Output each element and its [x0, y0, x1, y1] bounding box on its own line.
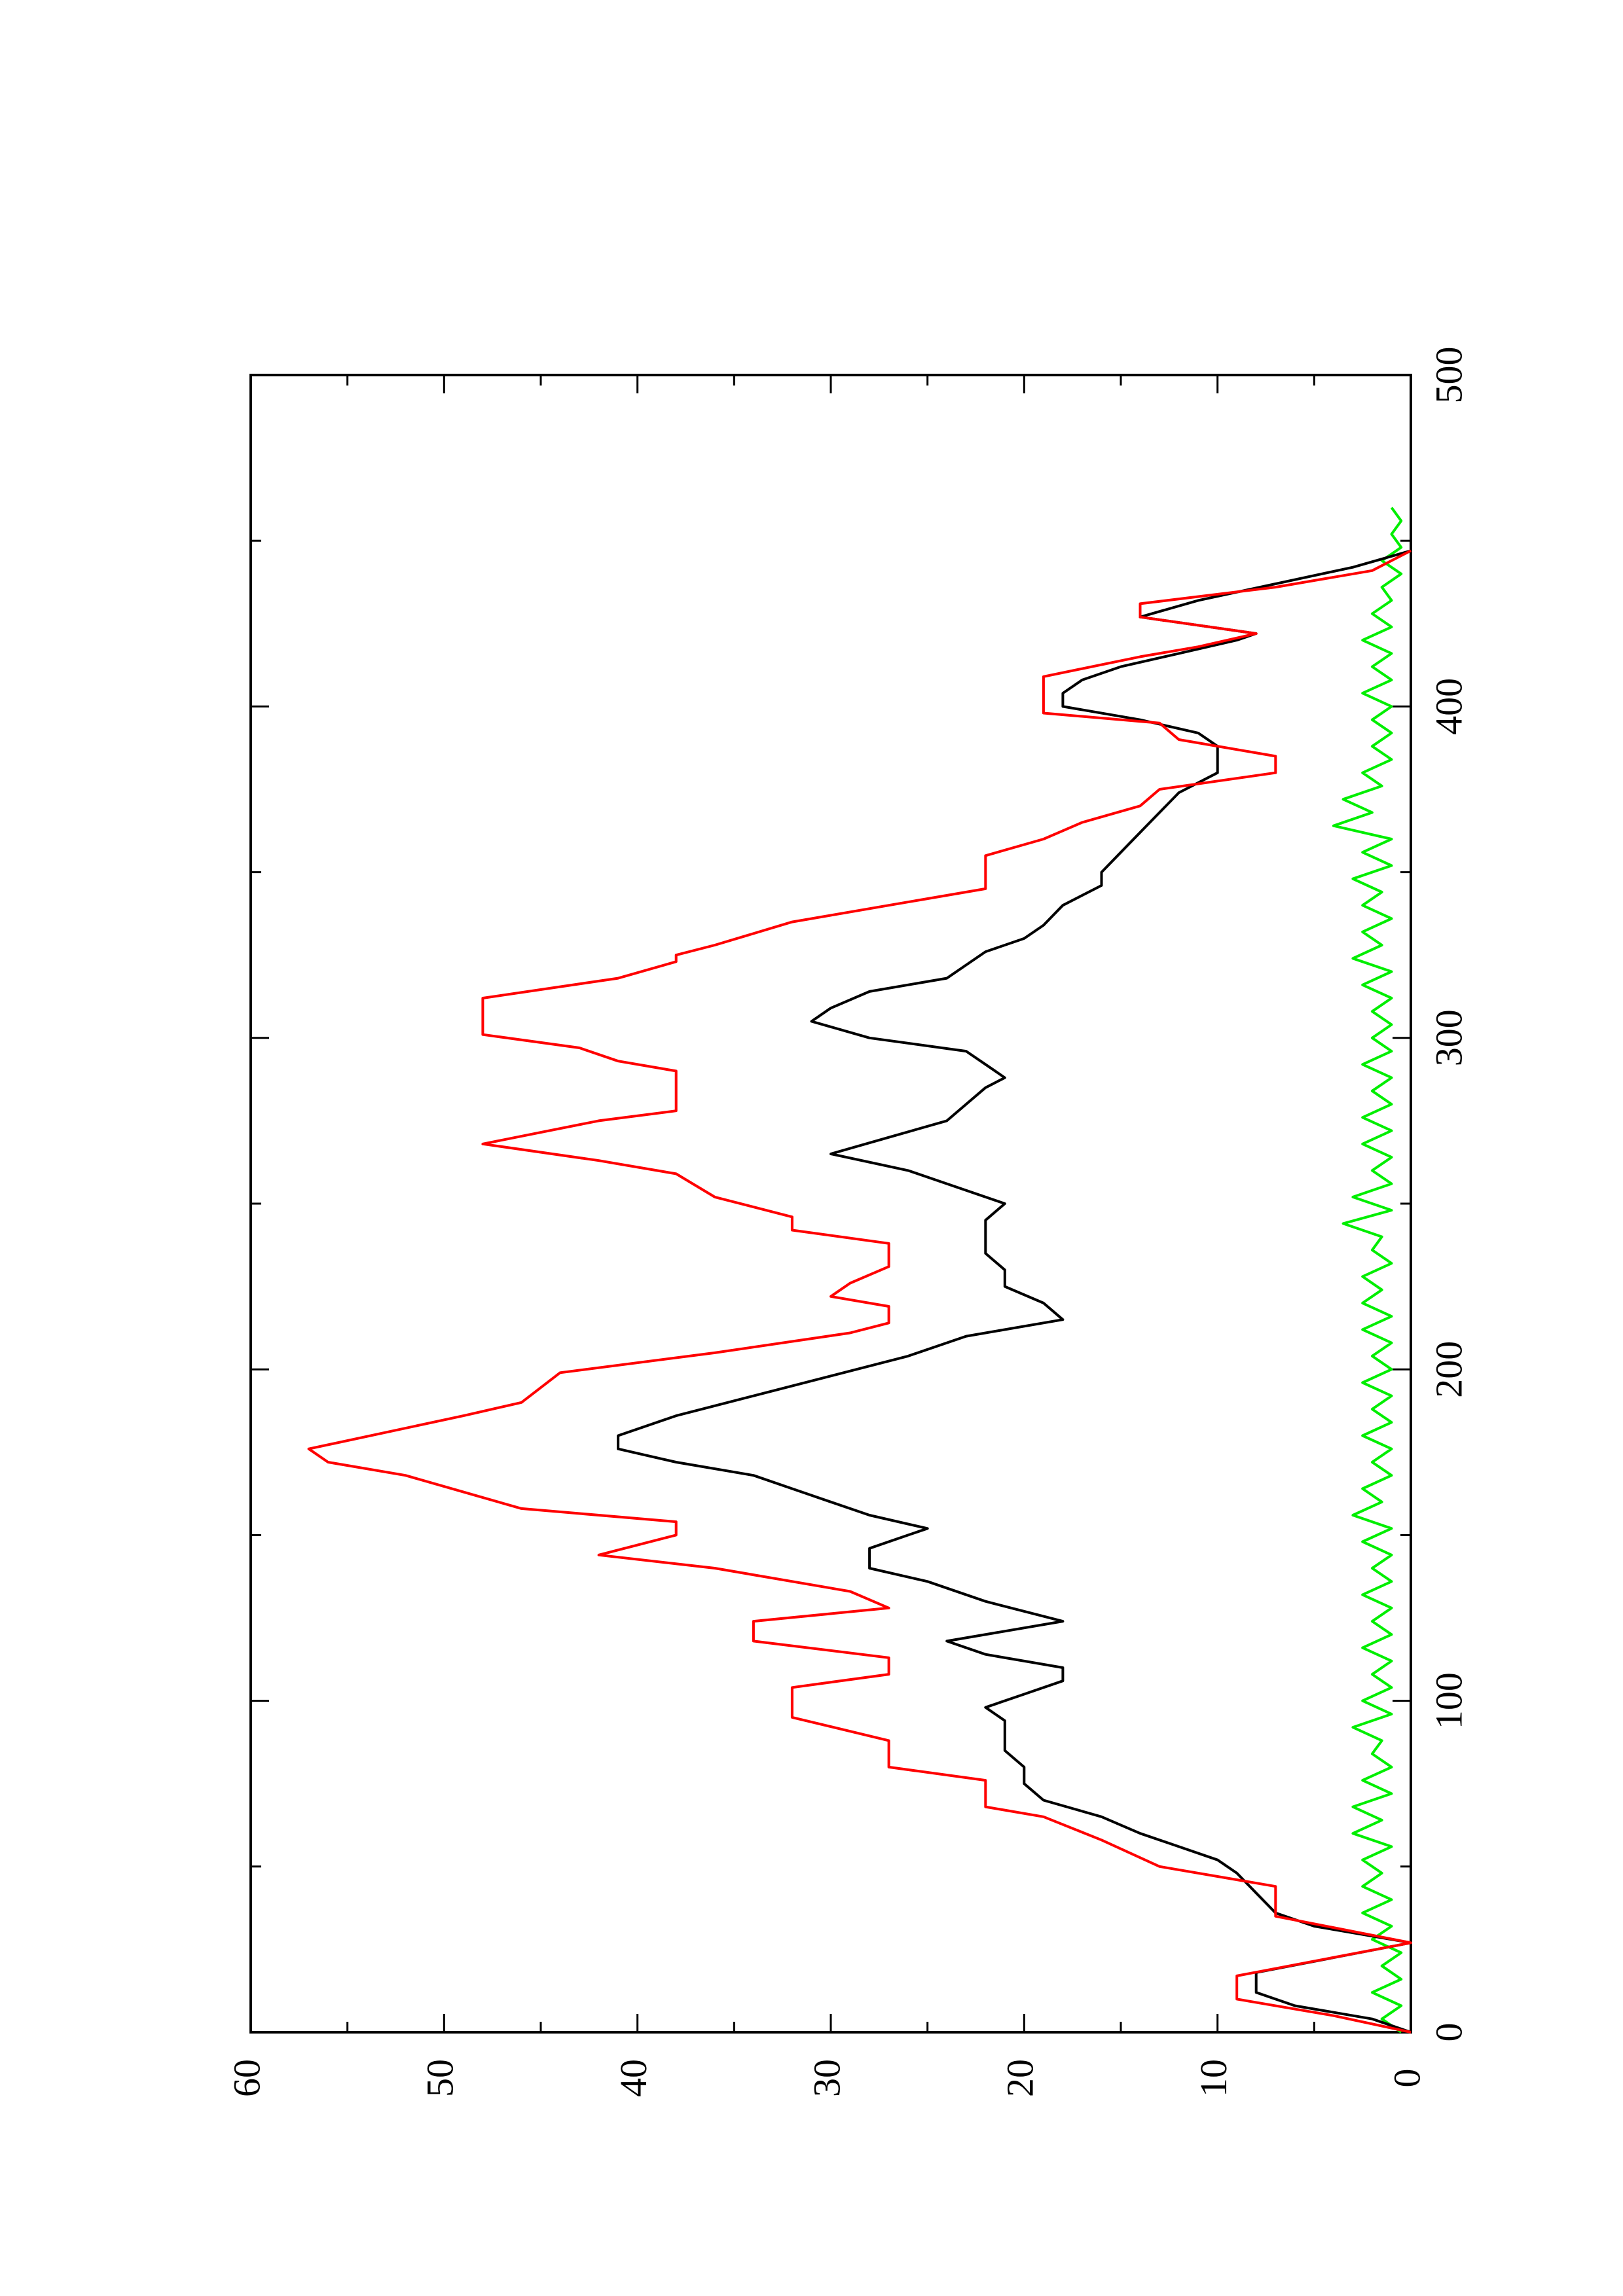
x-tick-label: 200: [1427, 1341, 1470, 1398]
y-tick-label: 50: [419, 2059, 462, 2097]
tick-labels: 0 100 200 300 400 500 0 10 20 30 40 50 60: [225, 347, 1470, 2098]
series-line-1: [617, 549, 1412, 2034]
y-tick-label: 20: [999, 2059, 1042, 2097]
series-line-2: [1332, 507, 1403, 2034]
x-tick-label: 300: [1427, 1009, 1470, 1066]
x-tick-label: 0: [1427, 2023, 1470, 2042]
major-ticks: [249, 374, 1412, 2034]
series-group: [307, 507, 1412, 2034]
x-tick-label: 100: [1427, 1672, 1470, 1729]
plot-frame: [249, 374, 1412, 2034]
minor-ticks: [251, 375, 1411, 2032]
y-tick-label: 60: [225, 2059, 268, 2097]
y-tick-label: 40: [612, 2059, 655, 2097]
series-line-0: [307, 549, 1412, 2034]
y-tick-label: 30: [805, 2059, 848, 2097]
y-tick-label: 0: [1385, 2069, 1428, 2088]
x-tick-label: 400: [1427, 678, 1470, 735]
y-tick-label: 10: [1192, 2059, 1235, 2097]
x-tick-label: 500: [1427, 347, 1470, 404]
